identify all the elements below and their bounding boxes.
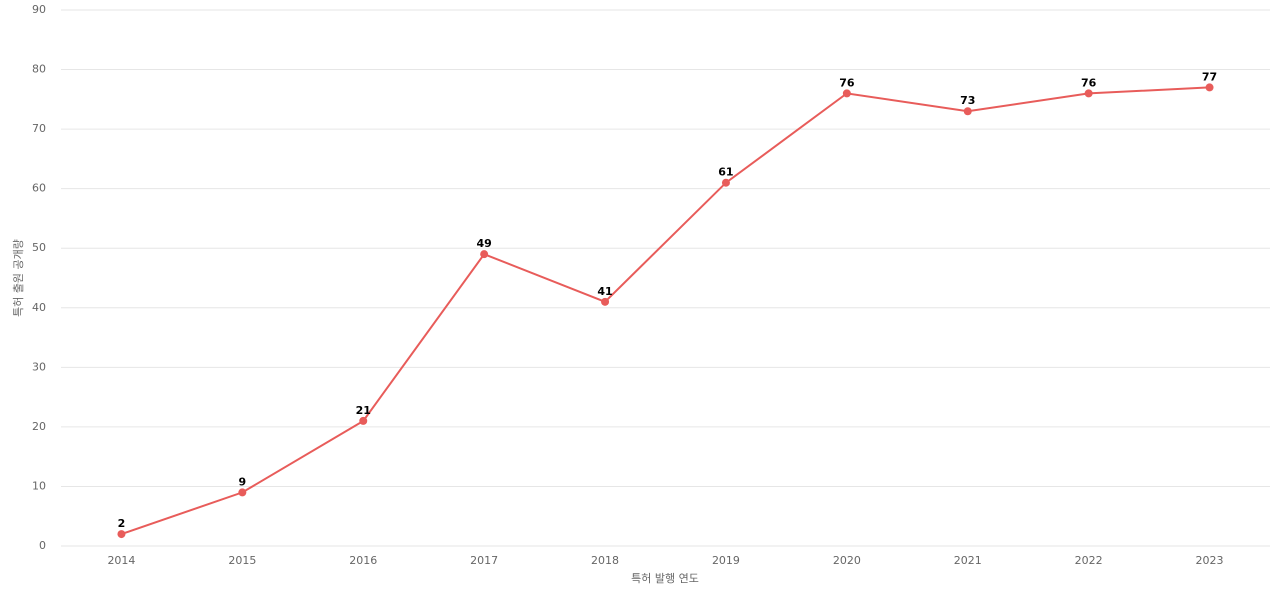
x-tick-label: 2019: [712, 554, 740, 567]
x-tick-label: 2020: [833, 554, 861, 567]
data-point: [601, 297, 610, 306]
y-tick-label: 40: [32, 301, 46, 314]
data-label: 76: [839, 76, 855, 89]
series-line: [121, 86, 1210, 536]
data-point: [117, 530, 126, 539]
data-point: [359, 416, 368, 425]
data-label: 2: [118, 517, 126, 530]
data-label: 21: [356, 404, 371, 417]
data-label: 49: [476, 237, 491, 250]
data-point: [1205, 83, 1214, 92]
x-tick-label: 2015: [228, 554, 256, 567]
data-label: 73: [960, 94, 975, 107]
y-axis-label: 특허 출원 공개량: [12, 239, 25, 317]
data-label: 9: [239, 475, 247, 488]
x-tick-label: 2017: [470, 554, 498, 567]
x-tick-label: 2023: [1196, 554, 1224, 567]
x-axis-label: 특허 발행 연도: [631, 572, 699, 585]
data-point: [842, 89, 851, 98]
y-tick-label: 90: [32, 3, 46, 16]
x-tick-label: 2016: [349, 554, 377, 567]
data-point: [1084, 89, 1093, 98]
data-point: [480, 250, 489, 259]
y-tick-label: 10: [32, 479, 46, 492]
y-tick-label: 20: [32, 420, 46, 433]
y-tick-label: 70: [32, 122, 46, 135]
data-label: 77: [1202, 70, 1217, 83]
data-label: 76: [1081, 76, 1097, 89]
y-tick-label: 0: [39, 539, 46, 552]
data-label: 61: [718, 166, 733, 179]
y-tick-label: 80: [32, 63, 46, 76]
x-tick-label: 2018: [591, 554, 619, 567]
data-point: [963, 107, 972, 116]
x-tick-label: 2014: [107, 554, 135, 567]
data-label: 41: [597, 285, 612, 298]
x-tick-label: 2022: [1075, 554, 1103, 567]
y-tick-label: 60: [32, 182, 46, 195]
data-point: [238, 488, 247, 497]
x-tick-label: 2021: [954, 554, 982, 567]
data-point: [721, 178, 730, 187]
y-tick-label: 50: [32, 241, 46, 254]
y-tick-label: 30: [32, 360, 46, 373]
